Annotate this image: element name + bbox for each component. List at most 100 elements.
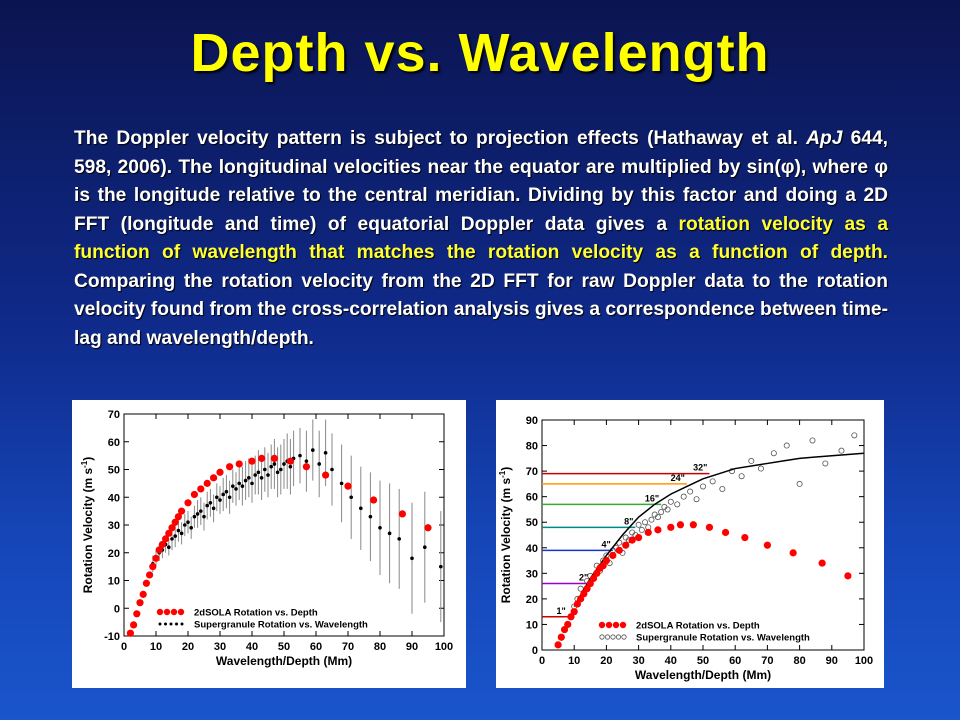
y-tick-label: 20 [108,548,120,560]
y-tick-label: 10 [108,576,120,588]
y-tick-label: 20 [526,594,538,606]
legend-marker-sola [598,621,606,629]
sola-point [235,460,243,468]
sola-point [424,524,432,532]
supergranule-point [359,506,363,511]
sola-point [190,490,198,499]
supergranule-point [183,523,187,527]
sola-point [705,523,714,531]
x-tick-label: 40 [246,641,258,653]
supergranule-point [687,488,694,495]
x-tick-label: 60 [729,655,741,667]
legend-marker-wave [610,634,616,640]
supergranule-point [387,531,392,536]
y-axis-label-end: ) [499,467,513,471]
sola-point [763,541,771,549]
legend-marker-sola [605,621,613,629]
legend-marker-sola [177,608,185,616]
sola-point [615,546,623,554]
legend-marker-wave [615,634,622,640]
para-part-2: 644, 598, 2006). The longitudinal veloci… [74,128,888,235]
sola-point [130,621,138,629]
sola-point [622,541,630,549]
sola-point [258,454,266,462]
sola-point [789,549,797,557]
supergranule-point [311,448,315,452]
supergranule-point [654,514,661,521]
sola-point [560,625,569,634]
supergranule-point [247,476,251,480]
supergranule-point [250,481,254,486]
y-tick-label: 70 [526,466,538,478]
x-tick-label: 80 [374,641,386,653]
sola-point [210,474,218,482]
supergranule-point [173,534,177,538]
sola-point [567,613,575,621]
supergranule-point [323,451,328,455]
x-tick-label: 20 [600,655,612,667]
sola-point [171,518,179,526]
y-axis-label-end: ) [81,457,95,461]
supergranule-point [664,506,671,513]
supergranule-point [205,503,209,508]
y-tick-label: 0 [114,603,120,615]
supergranule-point [439,564,443,569]
supergranule-point [269,464,273,469]
supergranule-point [577,585,584,592]
sola-point [133,610,141,618]
supergranule-point [674,501,681,508]
sola-point [216,468,224,476]
supergranule-point [851,432,858,439]
reference-line-label: 2" [579,573,588,583]
legend-marker-wave [169,622,173,626]
y-tick-label: 30 [108,520,120,532]
fit-curve [573,452,865,607]
y-tick-label: 50 [108,465,120,477]
supergranule-point [170,537,174,541]
x-tick-label: 0 [121,641,127,653]
supergranule-point [215,495,219,500]
reference-line-label: 8" [624,516,633,526]
x-tick-label: 40 [665,655,677,667]
supergranule-point [304,459,309,463]
sola-point [818,559,826,567]
supergranule-point [218,498,222,502]
sola-point [146,571,154,579]
supergranule-point [838,447,845,454]
sola-point [564,620,572,629]
sola-point [721,528,730,537]
supergranule-point [368,514,373,519]
supergranule-point [770,450,777,457]
sola-point [152,554,160,562]
y-tick-label: 50 [526,517,538,529]
legend-label: Supergranule Rotation vs. Wavelength [194,620,368,631]
supergranule-point [748,457,755,464]
y-tick-label: 80 [526,441,538,453]
sola-point [302,463,310,471]
sola-point [174,513,182,521]
supergranule-point [275,470,280,475]
x-tick-label: 10 [568,655,580,667]
legend-marker-sola [619,621,627,629]
legend-marker-wave [621,634,627,640]
sola-point [149,563,157,571]
journal-name: ApJ [806,128,843,149]
sola-point [586,579,594,588]
supergranule-point [648,516,655,523]
supergranule-point [266,473,270,477]
left-chart-panel: 0 10 20 30 40 50 60 70 80 90 100 -10 0 10 20 30 40 50 60 70… [72,400,466,688]
sola-point [158,540,166,549]
supergranule-point [272,462,277,466]
slide-paragraph: The Doppler velocity pattern is subject … [74,125,888,353]
sola-point [168,524,176,532]
para-highlight: rotation velocity as a function of wavel… [74,213,888,264]
sola-point [557,633,565,641]
supergranule-point [638,526,645,533]
para-part-3: Comparing the rotation velocity from the… [74,270,888,349]
sola-point [844,572,852,580]
sola-point [136,599,144,607]
sola-point [126,629,134,637]
legend-label: Supergranule Rotation vs. Wavelength [636,633,810,644]
supergranule-point [693,496,700,503]
sola-point [203,479,211,487]
